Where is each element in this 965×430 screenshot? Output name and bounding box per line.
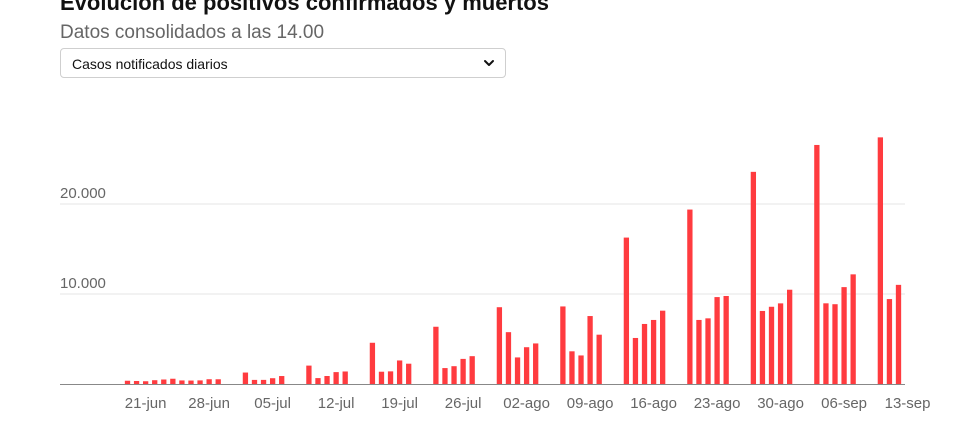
bar (578, 355, 584, 384)
bar (124, 380, 131, 384)
bar (768, 306, 775, 384)
bar (342, 371, 348, 384)
x-tick-label: 06-sep (821, 395, 867, 412)
x-tick-label: 16-ago (630, 395, 677, 412)
bar (787, 289, 793, 384)
bar (496, 307, 503, 384)
bar (324, 376, 330, 384)
x-tick-label: 26-jul (445, 395, 482, 412)
x-tick-label: 12-jul (318, 395, 355, 412)
bar (442, 368, 448, 384)
bar (886, 299, 893, 384)
metric-select-value: Casos notificados diarios (72, 56, 228, 72)
bar (369, 342, 376, 384)
bar (650, 319, 657, 384)
bar (587, 316, 593, 384)
bar (133, 380, 140, 384)
bar (406, 363, 412, 384)
bar (260, 379, 267, 384)
bar (533, 343, 539, 384)
y-tick-label: 10.000 (60, 275, 106, 292)
bar (705, 318, 711, 384)
bar (877, 137, 884, 384)
x-tick-label: 30-ago (757, 395, 804, 412)
x-tick-label: 19-jul (381, 395, 418, 412)
x-tick-label: 13-sep (885, 395, 931, 412)
chart-subtitle: Datos consolidados a las 14.00 (60, 22, 325, 43)
bar (215, 379, 221, 384)
metric-select[interactable]: Casos notificados diarios (60, 48, 506, 78)
bar (460, 358, 466, 384)
bar (523, 347, 530, 384)
bar (759, 310, 766, 384)
bar (152, 380, 158, 384)
bar (451, 366, 457, 384)
bar (333, 372, 339, 384)
y-tick-label: 20.000 (60, 185, 106, 202)
bar (832, 304, 838, 384)
bar (895, 284, 902, 384)
bar (279, 376, 285, 384)
bar (823, 303, 829, 384)
bar (623, 237, 630, 384)
bar (206, 379, 212, 384)
bar (814, 144, 820, 384)
bar (197, 380, 203, 384)
x-tick-label: 05-jul (254, 395, 291, 412)
bar (696, 319, 702, 384)
bar (596, 334, 602, 384)
bar (306, 365, 312, 384)
bar (396, 360, 403, 384)
bar (179, 380, 185, 384)
bar (723, 295, 729, 384)
bar (242, 372, 249, 384)
bar (850, 274, 856, 384)
bar (687, 209, 693, 384)
bar (841, 287, 847, 384)
x-tick-label: 02-ago (503, 395, 550, 412)
bar (777, 303, 784, 384)
bar (469, 356, 475, 384)
bar (714, 297, 720, 384)
bar (315, 378, 321, 384)
bar (641, 323, 648, 384)
bar (505, 332, 512, 384)
bar (188, 380, 194, 384)
x-tick-label: 21-jun (125, 395, 167, 412)
bar (269, 378, 276, 384)
bar (514, 357, 521, 384)
bar (750, 171, 757, 384)
chevron-down-icon (484, 60, 494, 66)
bar (161, 379, 167, 384)
bar (632, 337, 639, 384)
bar (660, 310, 666, 384)
x-tick-label: 23-ago (694, 395, 741, 412)
bar (142, 381, 149, 384)
bar (378, 371, 385, 384)
bar (387, 371, 394, 384)
bar (251, 379, 258, 384)
bar (569, 351, 575, 384)
bar (433, 326, 439, 384)
bar (170, 378, 176, 384)
chart-title: Evolución de positivos confirmados y mue… (60, 0, 549, 15)
bar (560, 306, 566, 384)
x-tick-label: 09-ago (567, 395, 614, 412)
x-tick-label: 28-jun (188, 395, 230, 412)
